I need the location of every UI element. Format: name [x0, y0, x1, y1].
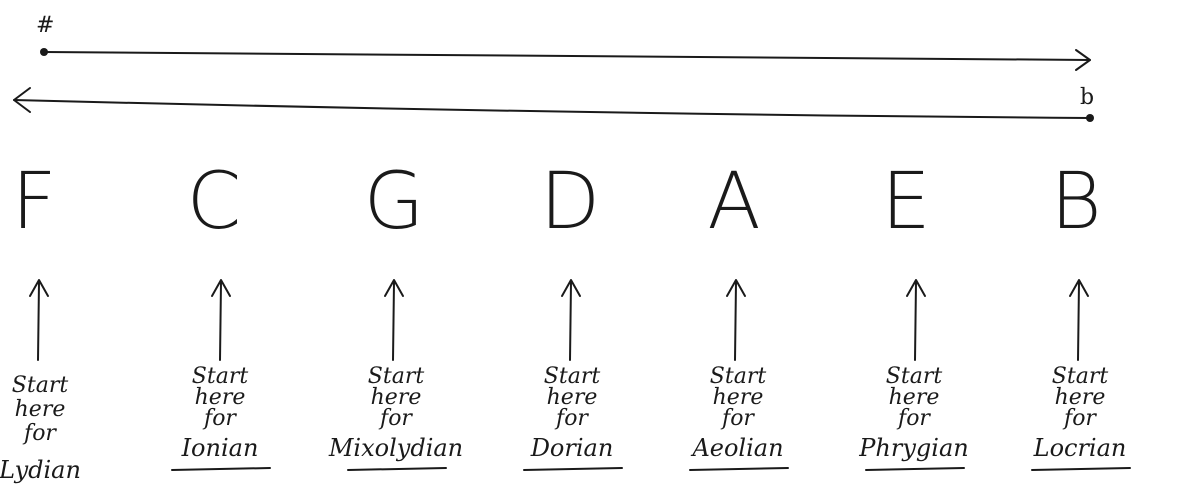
sharp-arrow-head	[1075, 49, 1091, 71]
pointer-arrow	[211, 279, 231, 361]
mode-labels: StarthereforLydianStarthereforIonianStar…	[0, 364, 1131, 484]
label-word: for	[1062, 406, 1097, 431]
sharp-arrow-line	[43, 51, 1091, 61]
mode-name: Ionian	[181, 434, 259, 462]
flat-symbol: b	[1080, 85, 1094, 110]
label-word: here	[1055, 385, 1106, 410]
mode-name: Lydian	[0, 456, 81, 484]
label-word: here	[195, 385, 246, 410]
mode-underline	[171, 467, 271, 471]
pointer-arrow-shaft	[734, 281, 737, 361]
flat-arrow-head	[13, 87, 31, 113]
label-word: Start	[192, 364, 249, 389]
label-word: Start	[1052, 364, 1109, 389]
mode-name: Aeolian	[690, 434, 783, 462]
label-word: for	[554, 406, 589, 431]
label-word: Start	[886, 364, 943, 389]
mode-name: Mixolydian	[328, 434, 463, 462]
mode-name: Dorian	[530, 434, 614, 462]
pointer-arrow-head	[1069, 279, 1089, 297]
pointer-arrow	[726, 279, 746, 361]
label-word: for	[720, 406, 755, 431]
label-word: here	[547, 385, 598, 410]
pointer-arrow-head	[211, 279, 231, 297]
pointer-arrow-head	[906, 279, 926, 297]
note-F: F	[12, 157, 57, 247]
mode-underline	[523, 467, 623, 471]
pointer-arrow	[384, 279, 404, 361]
label-word: here	[371, 385, 422, 410]
pointer-arrow-head	[384, 279, 404, 297]
pointer-arrow-shaft	[569, 281, 572, 361]
pointer-arrow	[1069, 279, 1089, 361]
sharp-symbol: #	[36, 13, 54, 38]
note-E: E	[881, 157, 930, 247]
mode-name: Locrian	[1033, 434, 1127, 462]
label-word: for	[896, 406, 931, 431]
mode-underline	[865, 467, 965, 471]
label-word: Start	[544, 364, 601, 389]
pointer-arrow-shaft	[392, 281, 395, 361]
label-word: here	[15, 397, 66, 422]
label-word: Start	[710, 364, 767, 389]
mode-underline	[1031, 467, 1131, 471]
label-word: for	[22, 421, 57, 446]
pointer-arrows	[29, 279, 1089, 361]
pointer-arrow	[906, 279, 926, 361]
sharp-direction-arrow: #	[36, 13, 1091, 71]
pointer-arrow-shaft	[219, 281, 222, 361]
note-D: D	[540, 157, 600, 247]
label-word: for	[378, 406, 413, 431]
pointer-arrow-head	[561, 279, 581, 297]
flat-arrow-line	[13, 99, 1091, 119]
pointer-arrow-shaft	[37, 281, 40, 361]
note-G: G	[364, 157, 424, 247]
note-A: A	[707, 157, 760, 247]
pointer-arrow-head	[726, 279, 746, 297]
flat-direction-arrow: b	[13, 85, 1094, 122]
mode-name: Phrygian	[858, 434, 968, 462]
pointer-arrow-head	[29, 279, 49, 297]
mode-underline	[347, 467, 447, 471]
label-word: Start	[368, 364, 425, 389]
note-C: C	[187, 157, 241, 247]
label-word: here	[889, 385, 940, 410]
label-word: for	[202, 406, 237, 431]
pointer-arrow	[561, 279, 581, 361]
label-word: here	[713, 385, 764, 410]
note-B: B	[1050, 157, 1101, 247]
pointer-arrow	[29, 279, 49, 361]
pointer-arrow-shaft	[914, 281, 917, 361]
mode-underline	[689, 467, 789, 471]
label-word: Start	[12, 373, 69, 398]
pointer-arrow-shaft	[1077, 281, 1080, 361]
